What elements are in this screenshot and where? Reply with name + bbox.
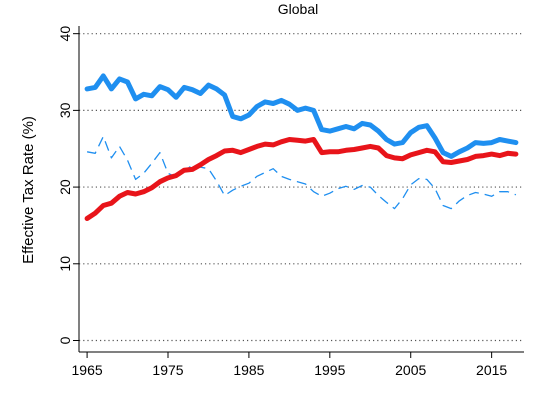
y-tick-label: 0: [57, 336, 73, 344]
axes: [78, 26, 524, 353]
series-line-3: [86, 135, 517, 210]
x-axis-ticks: 1965 1975 1985 1995 2005 2015: [72, 352, 507, 378]
x-tick-label: 1975: [152, 362, 183, 378]
x-tick-label: 1995: [314, 362, 345, 378]
x-tick-label: 1965: [72, 362, 103, 378]
series-lines: [84, 73, 519, 221]
series-line-1: [84, 73, 519, 159]
series-line-2: [84, 137, 519, 221]
y-axis-ticks: 0 10 20 30 40: [57, 26, 79, 344]
x-tick-label: 2015: [476, 362, 507, 378]
y-tick-label: 40: [57, 26, 73, 42]
y-tick-label: 20: [57, 179, 73, 195]
y-tick-label: 30: [57, 102, 73, 118]
x-tick-label: 2005: [395, 362, 426, 378]
grid-lines: [79, 33, 524, 342]
x-tick-label: 1985: [233, 362, 264, 378]
y-tick-label: 10: [57, 256, 73, 272]
y-axis-title: Effective Tax Rate (%): [20, 116, 37, 264]
chart-title: Global: [278, 1, 318, 17]
